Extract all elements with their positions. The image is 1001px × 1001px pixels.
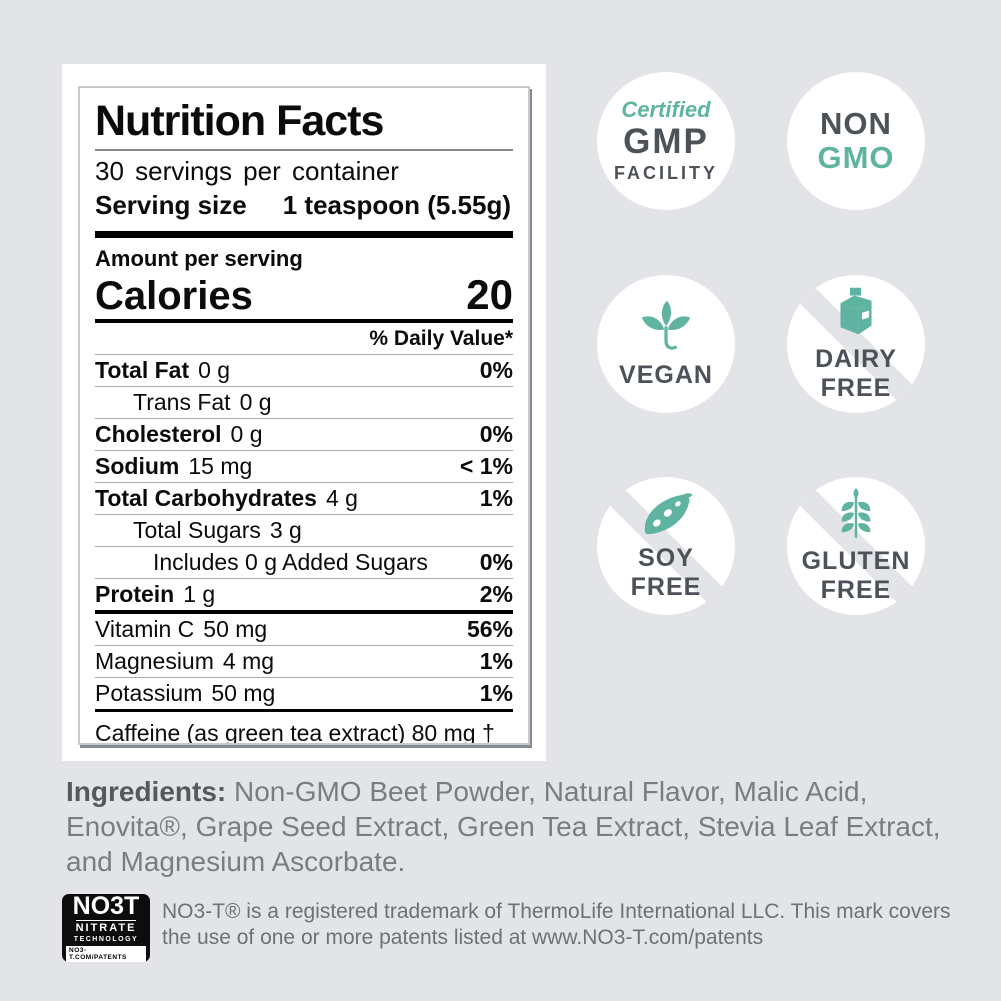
row-dv: 0%: [479, 421, 513, 448]
row-dv: 1%: [479, 648, 513, 675]
row-amount: 0 g: [230, 421, 263, 448]
row-amount: 15 mg: [188, 453, 253, 480]
soy-text: SOY: [638, 543, 694, 572]
row-label: Includes 0 g Added Sugars: [153, 549, 428, 576]
row-dv: 0%: [479, 357, 513, 384]
gluten-text: GLUTEN: [801, 546, 911, 575]
serving-size-label: Serving size: [95, 190, 247, 221]
medium-divider: [95, 319, 513, 324]
no3t-logo-title: NO3T: [72, 892, 140, 920]
row-amount: 0 g: [239, 389, 272, 416]
non-text: NON: [820, 106, 892, 141]
table-row: Includes 0 g Added Sugars 0%: [95, 546, 513, 578]
medium-divider: [95, 610, 513, 615]
row-amount: 50 mg: [211, 680, 276, 707]
row-label: Total Carbohydrates: [95, 485, 317, 512]
ingredients-paragraph: Ingredients: Non-GMO Beet Powder, Natura…: [66, 774, 952, 879]
badge-non-gmo: NON GMO: [787, 72, 925, 210]
gmp-certified-text: Certified: [621, 97, 711, 122]
calories-label: Calories: [95, 274, 253, 319]
row-dv: 1%: [479, 485, 513, 512]
vegan-leaves-icon: [638, 298, 694, 357]
free-text: FREE: [630, 572, 702, 601]
row-label: Total Sugars: [133, 517, 261, 544]
milk-carton-icon: [833, 286, 879, 341]
table-row: Vitamin C 50 mg 56%: [95, 614, 513, 645]
row-dv: 0%: [479, 549, 513, 576]
row-label: Total Fat: [95, 357, 190, 384]
serving-size-value: 1 teaspoon (5.55g): [282, 190, 512, 221]
table-row: Total Carbohydrates 4 g 1%: [95, 482, 513, 514]
nutrition-facts-title: Nutrition Facts: [95, 97, 384, 145]
wheat-icon: [835, 487, 877, 543]
no3t-logo-nitrate: NITRATE: [75, 920, 137, 934]
caffeine-row: Caffeine (as green tea extract) 80 mg †: [95, 720, 495, 745]
gmo-text: GMO: [817, 140, 895, 175]
row-label: Protein: [95, 581, 175, 608]
table-row: Cholesterol 0 g 0%: [95, 418, 513, 450]
free-text: FREE: [820, 575, 892, 604]
row-label: Magnesium: [95, 648, 214, 675]
row-amount: 1 g: [183, 581, 216, 608]
free-text: FREE: [820, 373, 892, 402]
row-dv: 1%: [479, 680, 513, 707]
row-amount: 4 g: [325, 485, 358, 512]
table-row: Total Sugars 3 g: [95, 514, 513, 546]
no3t-logo-patents: NO3-T.COM/PATENTS: [66, 946, 146, 962]
badge-vegan: VEGAN: [597, 275, 735, 413]
table-row: Sodium 15 mg < 1%: [95, 450, 513, 482]
amount-per-serving: Amount per serving: [95, 246, 303, 272]
table-row: Trans Fat 0 g: [95, 386, 513, 418]
table-row: Magnesium 4 mg 1%: [95, 645, 513, 677]
thin-divider: [95, 709, 513, 713]
vegan-text: VEGAN: [619, 361, 713, 389]
row-dv: < 1%: [459, 453, 513, 480]
row-amount: 0 g: [198, 357, 231, 384]
row-label: Sodium: [95, 453, 180, 480]
trademark-notice: NO3-T® is a registered trademark of Ther…: [162, 900, 951, 949]
row-dv: 56%: [466, 616, 513, 643]
thick-divider: [95, 231, 513, 239]
row-label: Potassium: [95, 680, 203, 707]
ingredients-label: Ingredients:: [66, 776, 227, 807]
serving-size-row: Serving size 1 teaspoon (5.55g): [95, 188, 513, 223]
badge-soy-free: SOY FREE: [597, 477, 735, 615]
row-amount: 4 mg: [222, 648, 275, 675]
nutrition-facts-label: Nutrition Facts 30 servings per containe…: [78, 86, 530, 745]
badge-gluten-free: GLUTEN FREE: [787, 477, 925, 615]
calories-row: Calories 20: [95, 272, 513, 319]
soy-pod-icon: [637, 491, 695, 540]
no3t-logo: NO3T NITRATE TECHNOLOGY NO3-T.COM/PATENT…: [62, 894, 150, 962]
badge-dairy-free: DAIRY FREE: [787, 275, 925, 413]
daily-value-header: % Daily Value*: [369, 327, 513, 351]
row-label: Vitamin C: [95, 616, 195, 643]
calories-value: 20: [466, 271, 513, 319]
row-amount: 50 mg: [203, 616, 268, 643]
dairy-text: DAIRY: [815, 344, 897, 373]
no3t-logo-technology: TECHNOLOGY: [73, 936, 139, 943]
row-label: Trans Fat: [133, 389, 231, 416]
table-row: Total Fat 0 g 0%: [95, 354, 513, 386]
servings-per-container: 30 servings per container: [95, 156, 399, 187]
row-dv: 2%: [479, 581, 513, 608]
row-amount: 3 g: [269, 517, 302, 544]
badge-certified-gmp: Certified GMP FACILITY: [597, 72, 735, 210]
ingredients-text: Non-GMO Beet Powder, Natural Flavor, Mal…: [66, 776, 941, 877]
divider: [95, 149, 513, 152]
gmp-facility-text: FACILITY: [614, 163, 718, 183]
row-label: Cholesterol: [95, 421, 222, 448]
gmp-text: GMP: [623, 122, 709, 161]
table-row: Protein 1 g 2%: [95, 578, 513, 610]
table-row: Potassium 50 mg 1%: [95, 677, 513, 709]
